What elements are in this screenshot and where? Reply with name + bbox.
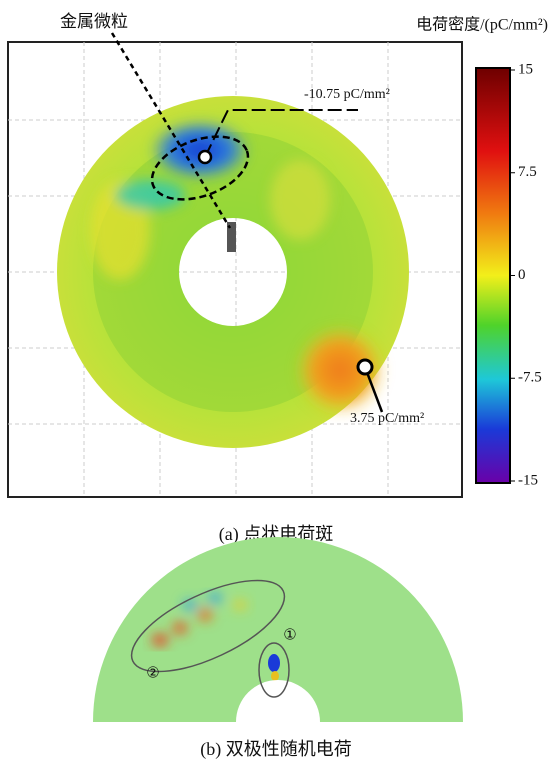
- particle-label: 金属微粒: [60, 12, 128, 31]
- min-label: -10.75 pC/mm²: [304, 87, 390, 102]
- max-point: [356, 358, 374, 376]
- marker: ②: [146, 665, 159, 681]
- caption: (b) 双极性随机电荷: [200, 739, 352, 760]
- charge-disc: [57, 96, 409, 448]
- marker: ①: [283, 627, 296, 643]
- particle: [227, 222, 236, 252]
- region-outline: [258, 642, 290, 698]
- min-point: [197, 149, 213, 165]
- colorbar-tick-label: 15: [518, 61, 533, 77]
- colorbar-tick-label: 7.5: [518, 164, 537, 180]
- colorbar: [475, 67, 511, 484]
- colorbar-title: 电荷密度/(pC/mm²): [416, 16, 548, 34]
- colorbar-tick-label: -15: [518, 472, 538, 488]
- charge-half-disc: [93, 537, 463, 722]
- region-outline: [150, 135, 250, 201]
- max-label: 3.75 pC/mm²: [350, 411, 424, 426]
- pointer: [110, 32, 232, 229]
- region-outline: [130, 579, 286, 673]
- colorbar-tick-label: 0: [518, 267, 526, 283]
- colorbar-tick-label: -7.5: [518, 370, 542, 386]
- leader: [204, 109, 358, 158]
